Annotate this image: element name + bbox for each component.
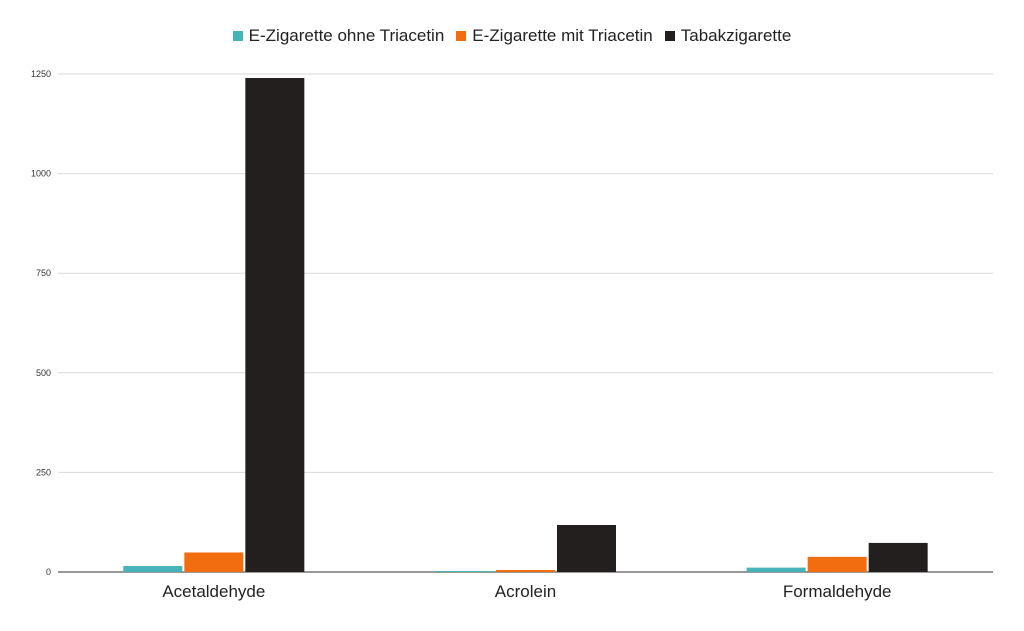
legend-swatch	[664, 31, 675, 41]
legend-label: Tabakzigarette	[680, 26, 792, 45]
legend-label: E-Zigarette ohne Triacetin	[248, 26, 445, 45]
x-category-label: Acrolein	[495, 582, 556, 601]
bar	[184, 552, 244, 572]
y-tick-label: 750	[36, 268, 51, 278]
legend-swatch	[232, 31, 243, 41]
legend-item-tabakzigarette: Tabakzigarette	[664, 26, 792, 46]
bar	[557, 524, 616, 572]
legend-label: E-Zigarette mit Triacetin	[472, 26, 653, 45]
legend-item-e-zigarette-mit-triacetin: E-Zigarette mit Triacetin	[456, 26, 653, 46]
y-tick-label: 1000	[31, 169, 51, 179]
chart-legend: E-Zigarette ohne Triacetin E-Zigarette m…	[0, 26, 1024, 46]
legend-swatch	[456, 31, 467, 41]
legend-item-e-zigarette-ohne-triacetin: E-Zigarette ohne Triacetin	[232, 26, 445, 46]
bar	[868, 542, 928, 572]
bar	[807, 556, 867, 572]
bar	[496, 570, 555, 572]
y-tick-label: 250	[36, 467, 51, 477]
bar	[435, 571, 494, 572]
y-tick-label: 1250	[31, 69, 51, 79]
y-tick-label: 0	[46, 567, 51, 577]
x-category-label: Acetaldehyde	[162, 582, 265, 601]
bar	[123, 566, 183, 572]
bar	[746, 567, 806, 572]
bar	[245, 77, 305, 572]
y-tick-label: 500	[36, 368, 51, 378]
x-category-label: Formaldehyde	[783, 582, 892, 601]
